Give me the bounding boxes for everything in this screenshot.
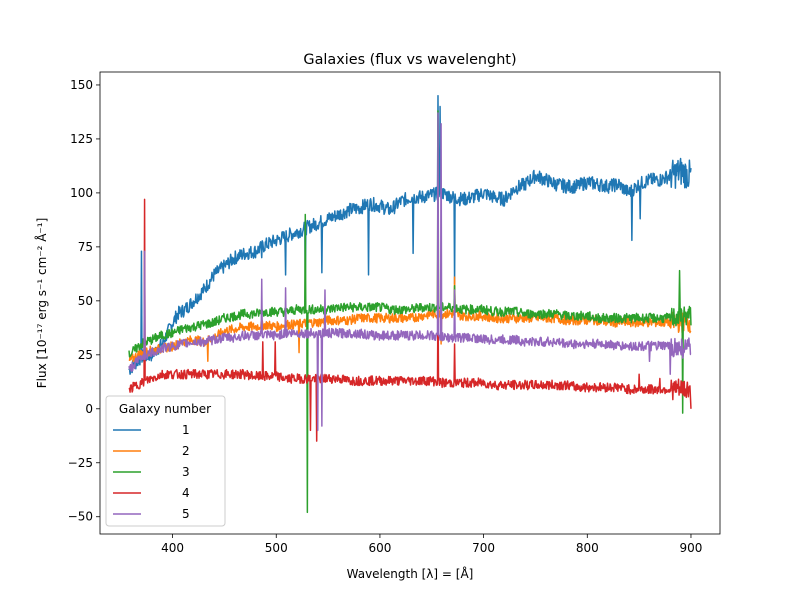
y-axis-label: Flux [10⁻¹⁷ erg s⁻¹ cm⁻² Å⁻¹] xyxy=(34,218,49,389)
y-tick-label: 100 xyxy=(70,186,93,200)
x-tick-label: 700 xyxy=(472,541,495,555)
y-tick-label: 25 xyxy=(78,348,93,362)
series-line-4 xyxy=(128,198,692,442)
x-axis: 400 500 600 700 800 900 xyxy=(161,534,702,555)
y-tick-label: 125 xyxy=(70,132,93,146)
series-line-1 xyxy=(128,95,692,375)
plot-frame xyxy=(99,71,721,535)
legend-title: Galaxy number xyxy=(119,402,211,416)
x-tick-label: 400 xyxy=(161,541,184,555)
series-line-2 xyxy=(128,213,692,363)
x-tick-label: 900 xyxy=(680,541,703,555)
y-tick-label: −25 xyxy=(68,456,93,470)
y-tick-label: −50 xyxy=(68,510,93,524)
legend-label-2: 2 xyxy=(182,444,190,458)
x-tick-label: 800 xyxy=(576,541,599,555)
legend-label-4: 4 xyxy=(182,486,190,500)
x-axis-label: Wavelength [λ] = [Å] xyxy=(347,566,474,581)
legend: Galaxy number 1 2 3 4 5 xyxy=(105,395,226,527)
series-line-5 xyxy=(128,112,692,432)
legend-label-5: 5 xyxy=(182,507,190,521)
y-tick-label: 150 xyxy=(70,78,93,92)
y-tick-label: 50 xyxy=(78,294,93,308)
y-tick-label: 75 xyxy=(78,240,93,254)
x-tick-label: 600 xyxy=(368,541,391,555)
x-tick-label: 500 xyxy=(265,541,288,555)
series-line-3 xyxy=(128,110,692,514)
legend-label-3: 3 xyxy=(182,465,190,479)
series-layer xyxy=(128,95,692,514)
y-tick-label: 0 xyxy=(85,402,93,416)
chart-title: Galaxies (flux vs wavelenght) xyxy=(303,52,516,68)
y-axis: −50 −25 0 25 50 75 100 125 150 xyxy=(68,78,100,524)
legend-label-1: 1 xyxy=(182,423,190,437)
